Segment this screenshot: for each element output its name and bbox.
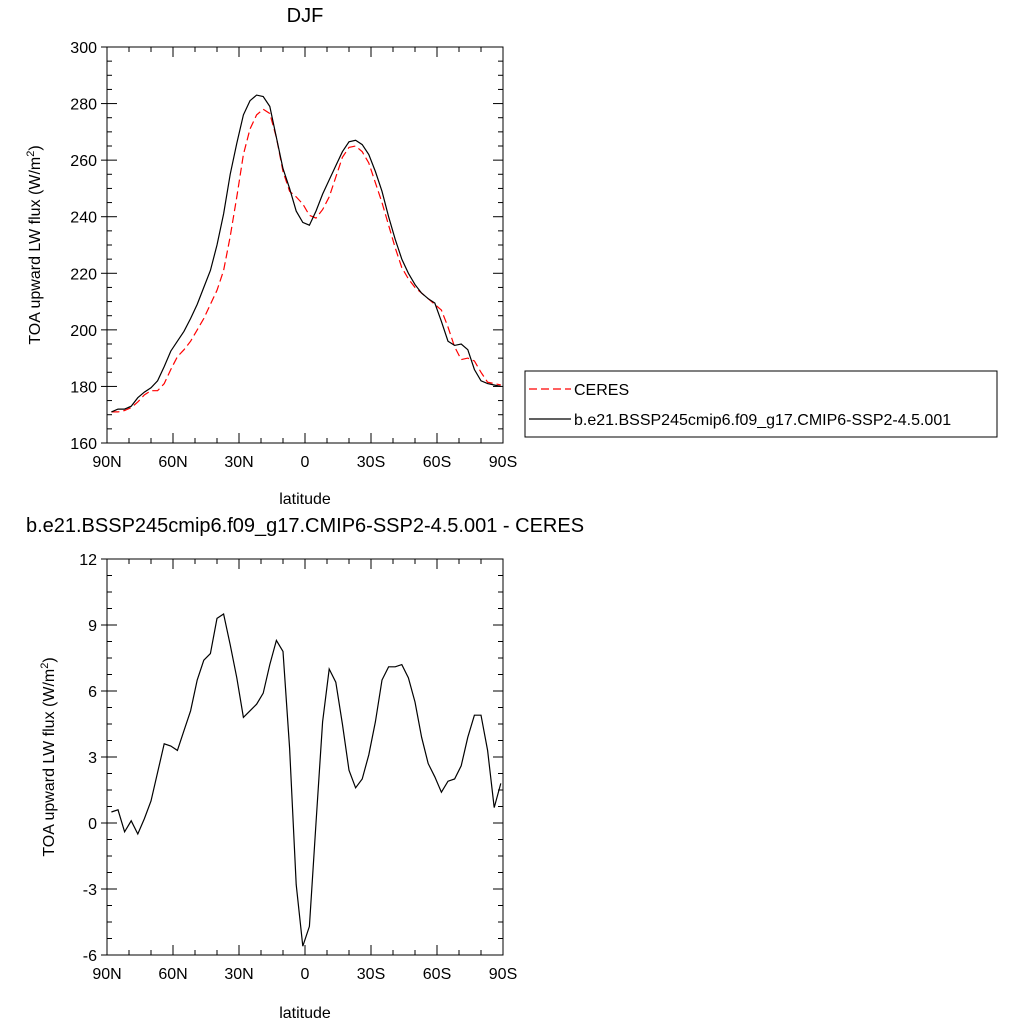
x-tick-label: 0 — [301, 454, 310, 471]
y-tick-label: 200 — [70, 323, 97, 340]
x-tick-label: 30S — [357, 966, 385, 983]
y-tick-label: 3 — [88, 750, 97, 767]
legend: CERES b.e21.BSSP245cmip6.f09_g17.CMIP6-S… — [524, 370, 998, 438]
y-tick-label: 260 — [70, 153, 97, 170]
x-tick-label: 30N — [224, 966, 253, 983]
x-tick-label: 90S — [489, 966, 517, 983]
y-tick-label: 240 — [70, 210, 97, 227]
x-tick-label: 90N — [92, 966, 121, 983]
y-tick-label: 9 — [88, 618, 97, 635]
y-tick-label: -3 — [83, 882, 97, 899]
bottom-chart-xlabel: latitude — [279, 1005, 331, 1022]
y-tick-label: 6 — [88, 684, 97, 701]
bottom-chart-ylabel: TOA upward LW flux (W/m2) — [39, 657, 58, 856]
x-tick-label: 0 — [301, 966, 310, 983]
top-chart-ylabel: TOA upward LW flux (W/m2) — [25, 145, 44, 344]
series-line-model — [111, 94, 501, 413]
x-tick-label: 60N — [158, 966, 187, 983]
legend-label-ceres: CERES — [574, 382, 629, 399]
x-tick-label: 60S — [423, 454, 451, 471]
x-tick-label: 60S — [423, 966, 451, 983]
x-tick-label: 30N — [224, 454, 253, 471]
legend-box — [524, 370, 998, 438]
y-tick-label: -6 — [83, 948, 97, 965]
series-line-difference — [111, 613, 502, 947]
y-tick-label: 280 — [70, 97, 97, 114]
top-chart: DJF 90N 60N 30N 0 30S 60S 90S 160 180 200 220 240 2… — [25, 5, 998, 508]
bottom-plot-frame — [106, 558, 504, 956]
y-tick-label: 220 — [70, 266, 97, 283]
top-chart-title: DJF — [287, 5, 324, 27]
bottom-chart-title: b.e21.BSSP245cmip6.f09_g17.CMIP6-SSP2-4.… — [26, 515, 584, 537]
top-chart-xlabel: latitude — [279, 491, 331, 508]
y-tick-label: 0 — [88, 816, 97, 833]
series-line-ceres — [111, 108, 501, 413]
y-tick-label: 160 — [70, 436, 97, 453]
x-tick-label: 90N — [92, 454, 121, 471]
y-tick-label: 12 — [79, 552, 97, 569]
x-tick-label: 30S — [357, 454, 385, 471]
x-tick-label: 90S — [489, 454, 517, 471]
x-tick-label: 60N — [158, 454, 187, 471]
legend-label-model: b.e21.BSSP245cmip6.f09_g17.CMIP6-SSP2-4.… — [574, 412, 951, 429]
y-tick-label: 180 — [70, 379, 97, 396]
y-tick-label: 300 — [70, 40, 97, 57]
bottom-chart: b.e21.BSSP245cmip6.f09_g17.CMIP6-SSP2-4.… — [26, 515, 584, 1022]
top-plot-frame — [106, 46, 504, 444]
